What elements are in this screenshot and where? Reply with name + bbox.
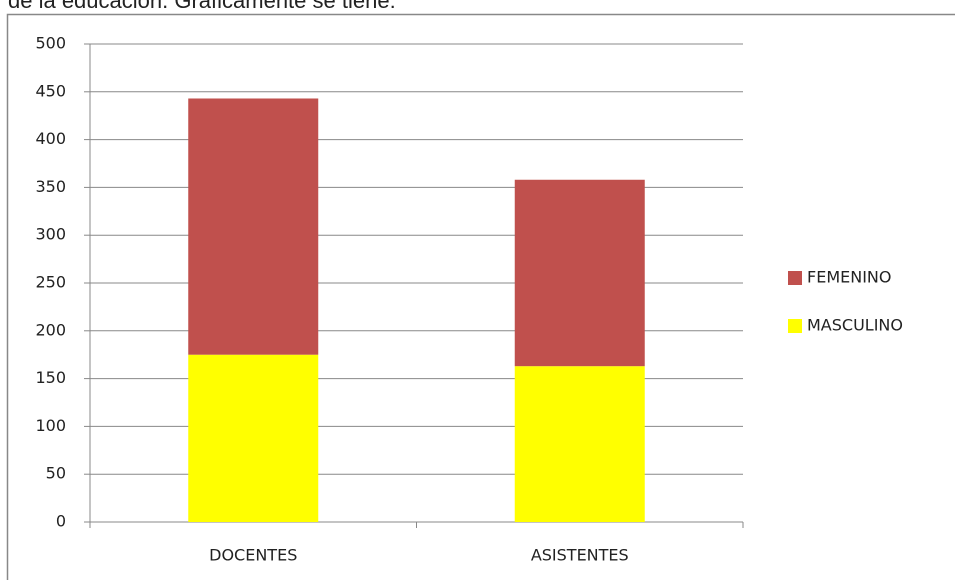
caption: de la educación. Gráficamente se tiene: (8, 0, 396, 13)
y-tick-label: 250 (35, 273, 66, 292)
y-tick-label: 300 (35, 225, 66, 244)
y-tick-label: 450 (35, 81, 66, 100)
y-tick-label: 50 (46, 464, 66, 483)
bar-segment (515, 366, 645, 522)
y-tick-label: 400 (35, 129, 66, 148)
y-tick-label: 0 (56, 512, 66, 531)
y-tick-label: 150 (35, 368, 66, 387)
legend-label: MASCULINO (807, 316, 903, 335)
bar-segment (515, 180, 645, 366)
legend-label: FEMENINO (807, 268, 891, 287)
x-tick-label: DOCENTES (209, 546, 297, 565)
bar-segment (188, 355, 318, 522)
legend-swatch (788, 271, 802, 285)
bar-segment (188, 98, 318, 354)
legend-swatch (788, 319, 802, 333)
y-tick-label: 350 (35, 177, 66, 196)
chart-frame (8, 15, 955, 581)
y-tick-label: 500 (35, 34, 66, 53)
y-tick-label: 200 (35, 320, 66, 339)
y-tick-label: 100 (35, 416, 66, 435)
x-tick-label: ASISTENTES (531, 546, 629, 565)
